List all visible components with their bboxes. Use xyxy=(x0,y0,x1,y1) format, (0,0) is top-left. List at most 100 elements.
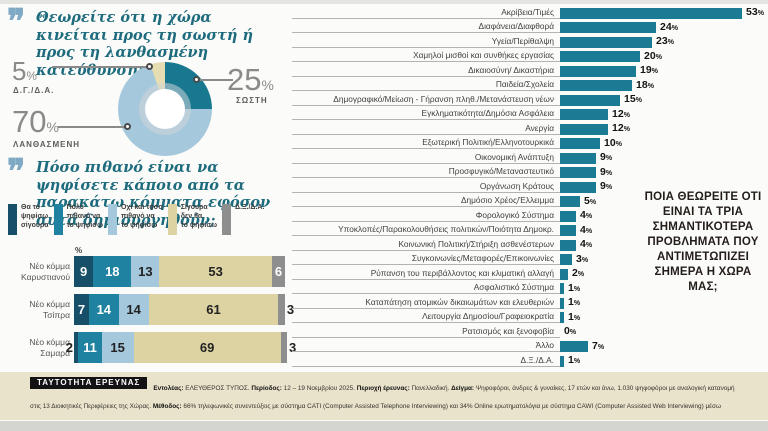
callout-line-lanthasmeni xyxy=(58,126,128,128)
problem-row: Χαμηλοί μισθοί και συνθήκες εργασίας 20% xyxy=(292,48,768,62)
problem-label: Δημογραφικό/Μείωση - Γήρανση πληθ./Μεταν… xyxy=(292,94,560,106)
footer-keyword: Περιοχή έρευνας: xyxy=(356,385,410,392)
problem-value: 1% xyxy=(568,296,581,308)
problem-bar xyxy=(560,181,596,193)
problem-bar xyxy=(560,355,564,367)
problem-label: Χαμηλοί μισθοί και συνθήκες εργασίας xyxy=(292,50,560,62)
survey-identity-footer: ΤΑΥΤΟΤΗΤΑ ΕΡΕΥΝΑΣ Εντολέας: ΕΛΕΥΘΕΡΟΣ ΤΥ… xyxy=(0,372,768,428)
problem-bar xyxy=(560,123,608,135)
problem-value: 3% xyxy=(576,252,589,265)
problem-bar xyxy=(560,7,742,19)
problem-label: Δημόσιο Χρέος/Έλλειμμα xyxy=(292,195,560,207)
problem-label: Υγεία/Περίθαλψη xyxy=(292,36,560,48)
problem-row: Οικονομική Ανάπτυξη 9% xyxy=(292,149,768,164)
problem-label: Δικαιοσύνη/ Δικαστήρια xyxy=(292,65,560,77)
vote-segment: 53 xyxy=(159,256,273,287)
callout-dot-lanthasmeni xyxy=(124,123,131,130)
problem-value: 24% xyxy=(660,20,678,33)
donut-label-lanthasmeni: ΛΑΝΘΑΣΜΕΝΗ xyxy=(13,140,81,149)
problem-label: Άλλο xyxy=(292,340,560,352)
problem-row: Εγκληματικότητα/Δημόσια Ασφάλεια 12% xyxy=(292,106,768,120)
problem-bar xyxy=(560,283,564,294)
problem-value: 7% xyxy=(592,339,605,352)
problem-value: 53% xyxy=(746,6,764,18)
problem-row: Υγεία/Περίθαλψη 23% xyxy=(292,33,768,48)
footer-keyword: Εντολέας: xyxy=(153,385,184,392)
problem-value: 4% xyxy=(580,209,593,221)
problem-label: Προσφυγικό/Μεταναστευτικό xyxy=(292,166,560,178)
problem-bar xyxy=(560,297,564,309)
problem-row: Φορολογικό Σύστημα 4% xyxy=(292,207,768,222)
problem-value: 12% xyxy=(612,107,630,120)
problem-value: 23% xyxy=(656,35,674,47)
vote-segment-value: 53 xyxy=(208,264,223,279)
problem-row: Ακρίβεια/Τιμές 53% xyxy=(292,4,768,19)
problem-row: Διαφάνεια/Διαφθορά 24% xyxy=(292,19,768,33)
problem-label: Δ.Ξ./Δ.Α. xyxy=(292,355,560,367)
problem-value: 1% xyxy=(568,310,581,323)
vote-legend: Θα το ψηφίσω σίγουρα Πολύ πιθανό να το ψη… xyxy=(8,204,292,235)
legend-swatch xyxy=(107,204,117,235)
vote-segment-value: 13 xyxy=(138,264,153,279)
vote-segment: 14 xyxy=(88,294,119,325)
callout-line-dga xyxy=(52,66,150,68)
legend-swatch xyxy=(8,204,17,235)
vote-party-label: Νέο κόμμα Καρυστιανού xyxy=(21,260,70,282)
footer-keyword: Περίοδος: xyxy=(251,385,282,392)
problem-row: Δ.Ξ./Δ.Α. 1% xyxy=(292,352,768,367)
vote-stacked-bars: Νέο κόμμα Καρυστιανού 9 18 13 53 6 Νέο κόμμα Τ… xyxy=(0,256,296,370)
problem-value: 5% xyxy=(584,194,597,207)
problem-label: Υποκλοπές/Παρακολουθήσεις πολιτικών/Ποιό… xyxy=(292,224,560,236)
problem-row: Ρατσισμός και ξενοφοβία 0% xyxy=(292,323,768,338)
problem-value: 19% xyxy=(640,64,658,76)
bottom-divider xyxy=(0,421,768,431)
problem-row: Δικαιοσύνη/ Δικαστήρια 19% xyxy=(292,62,768,77)
problem-bar xyxy=(560,341,588,352)
vote-segment: 7 xyxy=(74,294,89,325)
vote-segment: 3 xyxy=(280,332,296,363)
problem-label: Εξωτερική Πολιτική/Ελληνοτουρκικά xyxy=(292,137,560,149)
vote-row: Νέο κόμμα Καρυστιανού 9 18 13 53 6 xyxy=(0,256,292,287)
problem-value: 18% xyxy=(636,78,654,91)
problem-bar xyxy=(560,225,576,236)
vote-segment-value: 15 xyxy=(110,340,125,355)
vote-segment-value: 7 xyxy=(77,302,86,317)
callout-dot-dga xyxy=(146,63,153,70)
donut-hole xyxy=(145,89,185,129)
callout-line-sosti xyxy=(199,79,233,81)
vote-segment: 13 xyxy=(131,256,160,287)
problem-bar xyxy=(560,109,608,120)
problem-label: Ασφαλιστικό Σύστημα xyxy=(292,282,560,294)
problem-label: Ρύπανση του περιβάλλοντος και κλιματική … xyxy=(292,268,560,280)
problem-value: 9% xyxy=(600,180,613,192)
problem-value: 9% xyxy=(600,151,613,163)
problem-label: Παιδεία/Σχολεία xyxy=(292,79,560,91)
problem-row: Οργάνωση Κράτους 9% xyxy=(292,178,768,193)
problem-row: Ρύπανση του περιβάλλοντος και κλιματική … xyxy=(292,265,768,280)
footer-tag: ΤΑΥΤΟΤΗΤΑ ΕΡΕΥΝΑΣ xyxy=(30,377,148,389)
vote-segment-value: 69 xyxy=(199,340,215,355)
problem-bar xyxy=(560,254,572,265)
problem-bar xyxy=(560,51,640,62)
problem-value: 1% xyxy=(568,281,581,294)
vote-segment: 11 xyxy=(78,332,102,363)
problem-row: Παιδεία/Σχολεία 18% xyxy=(292,77,768,91)
legend-swatch xyxy=(167,204,177,235)
donut-label-sosti: ΣΩΣΤΗ xyxy=(236,96,268,105)
problem-row: Προσφυγικό/Μεταναστευτικό 9% xyxy=(292,164,768,178)
problem-label: Οικονομική Ανάπτυξη xyxy=(292,152,560,164)
vote-segment-value: 3 xyxy=(288,340,297,355)
vote-segment-value: 14 xyxy=(126,302,141,317)
problems-bar-chart: Ακρίβεια/Τιμές 53% Διαφάνεια/Διαφθορά 24% Υγ… xyxy=(292,4,768,367)
vote-segment-value: 18 xyxy=(105,264,120,279)
legend-label: Οχι και τόσο πιθανό να το ψηφίσω xyxy=(120,204,163,229)
problem-bar xyxy=(560,210,576,222)
problem-row: Συγκοινωνίες/Μεταφορές/Επικοινωνίες 3% xyxy=(292,251,768,265)
problem-label: Ρατσισμός και ξενοφοβία xyxy=(292,326,560,338)
vote-segment-value: 11 xyxy=(83,340,97,355)
vote-segment-value: 2 xyxy=(65,340,73,355)
problem-bar xyxy=(560,239,576,251)
problem-bar xyxy=(560,22,656,33)
vote-segment-value: 6 xyxy=(274,264,283,279)
problem-row: Κοινωνική Πολιτική/Στήριξη ασθενέστερων 4… xyxy=(292,236,768,251)
